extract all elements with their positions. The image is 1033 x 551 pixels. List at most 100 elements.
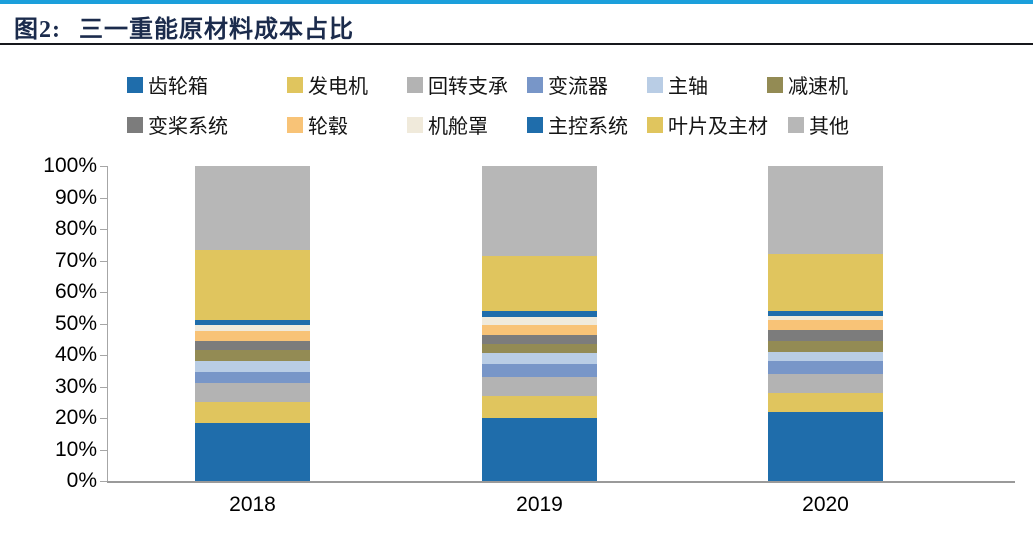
bar-segment-2018-变流器: [195, 372, 310, 384]
legend-item-6: 变桨系统: [127, 110, 228, 139]
bar-segment-2020-发电机: [768, 392, 883, 412]
top-accent-rule: [0, 0, 1033, 4]
y-axis-tick-label: 80%: [54, 217, 97, 240]
legend-label: 减速机: [788, 76, 848, 98]
bar-segment-2018-轮毂: [195, 331, 310, 341]
legend-item-10: 叶片及主材: [647, 110, 768, 139]
bar-segment-2020-机舱罩: [768, 315, 883, 321]
legend-item-8: 机舱罩: [407, 110, 488, 139]
bar-segment-2020-齿轮箱: [768, 411, 883, 481]
y-axis-tick: [100, 386, 107, 388]
bar-segment-2018-主控系统: [195, 320, 310, 326]
figure-number: 图2:: [14, 17, 61, 43]
bar-segment-2019-发电机: [482, 395, 597, 418]
bar-segment-2020-变桨系统: [768, 329, 883, 341]
y-axis-tick-label: 20%: [54, 406, 97, 429]
y-axis-tick: [100, 355, 107, 356]
bar-2020: [768, 166, 883, 481]
legend-item-11: 其他: [788, 110, 849, 139]
y-axis-tick: [100, 449, 107, 451]
bar-segment-2019-变流器: [482, 364, 597, 378]
bar-segment-2019-主轴: [482, 353, 597, 365]
bar-2019: [482, 166, 597, 481]
x-axis-label: 2018: [229, 493, 276, 516]
legend-label: 齿轮箱: [148, 76, 208, 98]
bar-segment-2018-发电机: [195, 402, 310, 423]
bar-segment-2019-机舱罩: [482, 317, 597, 326]
legend-label: 其他: [809, 116, 849, 138]
legend-swatch-icon: [287, 76, 303, 93]
y-axis-tick: [100, 292, 107, 293]
legend-label: 回转支承: [428, 76, 508, 98]
legend-swatch-icon: [287, 116, 303, 133]
bar-segment-2018-齿轮箱: [195, 422, 310, 481]
bar-segment-2019-回转支承: [482, 377, 597, 396]
bar-segment-2019-主控系统: [482, 310, 597, 318]
figure-title: 图2: 三一重能原材料成本占比: [14, 9, 354, 44]
legend-label: 机舱罩: [428, 116, 488, 138]
y-axis-tick-label: 100%: [43, 154, 97, 177]
legend-swatch-icon: [407, 76, 423, 93]
x-axis-line: [107, 481, 1015, 483]
legend-swatch-icon: [647, 116, 663, 133]
x-axis-label: 2019: [516, 493, 563, 516]
legend-label: 主控系统: [548, 116, 628, 138]
bar-2018: [195, 166, 310, 481]
bar-segment-2020-其他: [768, 166, 883, 255]
legend-item-3: 变流器: [527, 70, 608, 99]
bar-segment-2018-回转支承: [195, 383, 310, 403]
bar-segment-2018-机舱罩: [195, 325, 310, 332]
legend-swatch-icon: [647, 76, 663, 93]
y-axis-tick: [100, 229, 107, 230]
bar-segment-2019-其他: [482, 166, 597, 256]
legend-item-0: 齿轮箱: [127, 70, 208, 99]
y-axis-tick-label: 70%: [54, 248, 97, 272]
bar-segment-2020-变流器: [768, 361, 883, 374]
legend-item-9: 主控系统: [527, 110, 628, 139]
y-axis-tick: [100, 260, 107, 262]
legend-label: 变桨系统: [148, 116, 228, 138]
legend-label: 发电机: [308, 76, 368, 98]
y-axis-tick-label: 60%: [54, 280, 97, 303]
bar-segment-2020-减速机: [768, 340, 883, 352]
bar-segment-2020-主轴: [768, 351, 883, 362]
bar-segment-2018-叶片及主材: [195, 249, 310, 321]
y-axis-tick-label: 90%: [54, 185, 97, 209]
y-axis-tick: [100, 197, 107, 199]
legend-label: 轮毂: [308, 116, 348, 138]
legend-item-1: 发电机: [287, 70, 368, 99]
y-axis-tick: [100, 323, 107, 325]
y-axis-tick-label: 50%: [54, 311, 97, 335]
bar-segment-2019-减速机: [482, 344, 597, 354]
y-axis-tick-label: 10%: [54, 437, 97, 461]
bar-segment-2020-轮毂: [768, 320, 883, 330]
legend-swatch-icon: [127, 76, 143, 93]
legend-item-4: 主轴: [647, 70, 708, 99]
legend-label: 叶片及主材: [668, 116, 768, 138]
y-axis-tick: [100, 418, 107, 419]
legend-swatch-icon: [788, 116, 804, 133]
y-axis-tick: [100, 166, 107, 167]
bar-segment-2019-变桨系统: [482, 334, 597, 345]
y-axis-tick-label: 30%: [54, 374, 97, 398]
y-axis-tick-label: 0%: [66, 469, 97, 492]
bar-segment-2020-主控系统: [768, 310, 883, 316]
legend-swatch-icon: [127, 116, 143, 133]
legend-swatch-icon: [407, 116, 423, 133]
bar-segment-2018-变桨系统: [195, 340, 310, 351]
legend-label: 变流器: [548, 76, 608, 98]
figure-title-text: 三一重能原材料成本占比: [79, 17, 354, 43]
x-axis-label: 2020: [802, 493, 849, 516]
bar-segment-2020-回转支承: [768, 373, 883, 393]
legend-label: 主轴: [668, 76, 708, 98]
y-axis-tick: [100, 481, 107, 482]
bar-segment-2020-叶片及主材: [768, 254, 883, 311]
bar-segment-2019-轮毂: [482, 325, 597, 335]
legend-item-2: 回转支承: [407, 70, 508, 99]
bar-segment-2018-其他: [195, 166, 310, 250]
bar-segment-2018-减速机: [195, 350, 310, 362]
legend-swatch-icon: [767, 76, 783, 93]
legend-item-5: 减速机: [767, 70, 848, 99]
y-axis-line: [107, 166, 108, 482]
legend-item-7: 轮毂: [287, 110, 348, 139]
